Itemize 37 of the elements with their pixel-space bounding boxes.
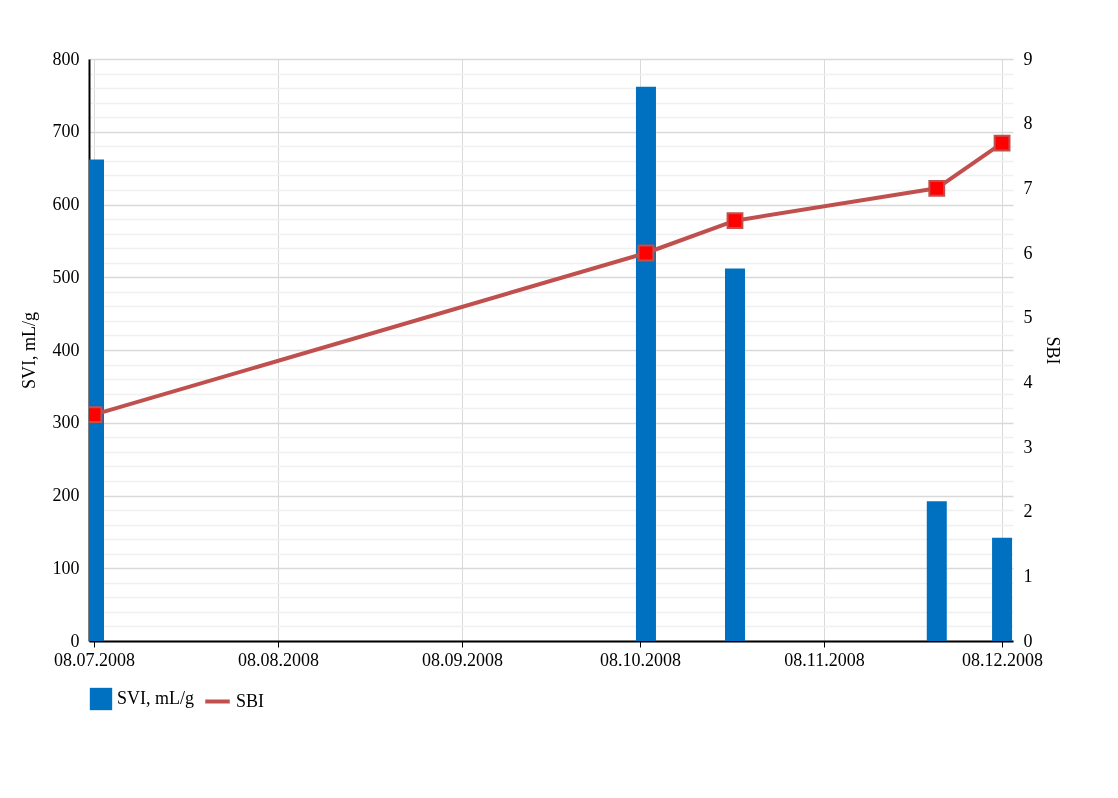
y-tick-label: 300 bbox=[52, 412, 80, 433]
y2-tick-label: 9 bbox=[1023, 48, 1033, 69]
y2-tick-label: 5 bbox=[1023, 307, 1033, 328]
x-tick-label: 08.10.2008 bbox=[600, 649, 682, 670]
y-tick-label: 200 bbox=[52, 485, 80, 505]
y2-tick-label: 0 bbox=[1023, 630, 1033, 651]
x-tick-label: 08.12.2008 bbox=[962, 649, 1044, 670]
y-axis-title: SVI, mL/g bbox=[18, 311, 39, 390]
y2-tick-label: 1 bbox=[1023, 565, 1033, 586]
y-tick-label: 0 bbox=[70, 630, 80, 651]
point bbox=[993, 134, 1011, 152]
legend-label: SVI, mL/g bbox=[117, 688, 195, 708]
y-tick-label: 100 bbox=[52, 557, 80, 578]
y2-axis-title: SBI bbox=[1042, 336, 1063, 365]
point bbox=[928, 179, 946, 197]
y2-tick-label: 3 bbox=[1023, 436, 1033, 457]
x-tick-label: 08.09.2008 bbox=[421, 649, 503, 670]
y2-tick-label: 6 bbox=[1023, 242, 1033, 263]
y-tick-label: 800 bbox=[52, 48, 80, 69]
y-tick-label: 600 bbox=[52, 194, 80, 214]
y2-tick-label: 7 bbox=[1023, 177, 1033, 198]
bar bbox=[724, 268, 745, 641]
bar bbox=[992, 537, 1013, 641]
x-tick-label: 08.08.2008 bbox=[237, 649, 319, 670]
y2-tick-label: 4 bbox=[1023, 371, 1033, 392]
point bbox=[637, 244, 655, 262]
y2-tick-label: 8 bbox=[1023, 113, 1033, 134]
x-tick-label: 08.11.2008 bbox=[784, 649, 865, 670]
bar bbox=[926, 501, 947, 641]
x-tick-label: 08.07.2008 bbox=[54, 649, 135, 670]
y-tick-label: 400 bbox=[52, 339, 80, 360]
point bbox=[726, 212, 744, 230]
y-tick-label: 500 bbox=[52, 266, 80, 287]
legend-label: SBI bbox=[236, 690, 265, 711]
bar bbox=[635, 86, 656, 641]
y2-tick-label: 2 bbox=[1023, 501, 1033, 522]
y-tick-label: 700 bbox=[52, 121, 80, 142]
